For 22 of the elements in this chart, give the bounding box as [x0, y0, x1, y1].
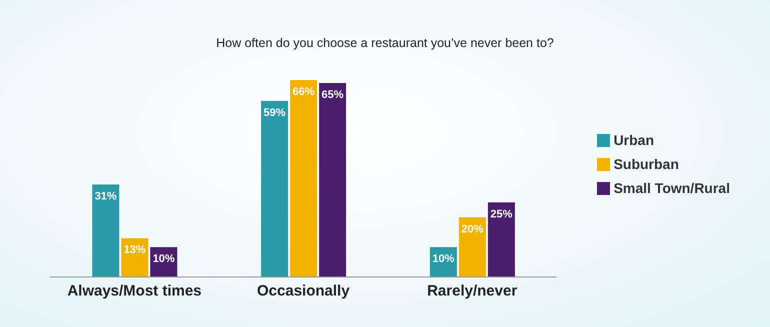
bar	[261, 100, 288, 277]
legend-label: Small Town/Rural	[614, 180, 730, 196]
bar	[290, 80, 318, 277]
data-label: 20%	[461, 223, 484, 236]
data-label: 13%	[124, 244, 146, 256]
data-label: 31%	[94, 190, 117, 202]
legend-label: Urban	[614, 132, 654, 148]
x-tick-label: Always/Most times	[67, 282, 202, 300]
data-label: 25%	[490, 208, 513, 220]
data-label: 59%	[264, 106, 286, 119]
data-label: 10%	[432, 253, 455, 266]
legend-label: Suburban	[614, 156, 679, 172]
data-label: 65%	[322, 88, 344, 101]
x-tick-label: Occasionally	[257, 282, 350, 300]
data-label: 66%	[292, 86, 315, 98]
chart-title: How often do you choose a restaurant you’ve never been to?	[215, 36, 555, 50]
data-label: 10%	[152, 253, 175, 266]
bar	[458, 217, 486, 277]
bar	[319, 82, 346, 277]
bar	[92, 184, 120, 277]
bar	[488, 202, 515, 277]
x-tick-label: Rarely/never	[427, 282, 518, 300]
